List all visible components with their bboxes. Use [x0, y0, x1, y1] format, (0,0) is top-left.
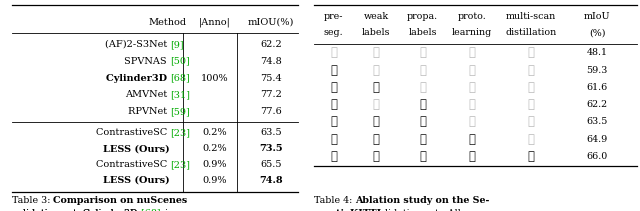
Text: ✗: ✗ — [528, 46, 534, 59]
Text: ✓: ✓ — [330, 133, 337, 146]
Text: ✗: ✗ — [419, 64, 426, 77]
Text: ✗: ✗ — [528, 98, 534, 111]
Text: LESS (Ours): LESS (Ours) — [104, 144, 170, 153]
Text: ✗: ✗ — [468, 81, 476, 94]
Text: Table 3:: Table 3: — [12, 196, 54, 204]
Text: 74.8: 74.8 — [260, 57, 282, 66]
Text: ✗: ✗ — [468, 46, 476, 59]
Text: ContrastiveSC: ContrastiveSC — [96, 160, 170, 169]
Text: [31]: [31] — [170, 91, 190, 99]
Text: 48.1: 48.1 — [587, 48, 607, 57]
Text: 62.2: 62.2 — [260, 40, 282, 49]
Text: ✗: ✗ — [468, 115, 476, 128]
Text: [68]: [68] — [170, 74, 190, 83]
Text: ✓: ✓ — [373, 81, 380, 94]
Text: weak: weak — [364, 12, 389, 21]
Text: ContrastiveSC: ContrastiveSC — [96, 128, 170, 137]
Text: ✗: ✗ — [373, 46, 380, 59]
Text: ✗: ✗ — [528, 115, 534, 128]
Text: mIOU(%): mIOU(%) — [248, 18, 294, 27]
Text: 59.3: 59.3 — [586, 66, 608, 74]
Text: ✓: ✓ — [528, 150, 534, 163]
Text: ✗: ✗ — [373, 98, 380, 111]
Text: ✗: ✗ — [528, 81, 534, 94]
Text: AMVNet: AMVNet — [125, 91, 170, 99]
Text: [68]: [68] — [138, 209, 161, 211]
Text: Ablation study on the Se-: Ablation study on the Se- — [355, 196, 489, 204]
Text: 77.2: 77.2 — [260, 91, 282, 99]
Text: ✗: ✗ — [528, 133, 534, 146]
Text: 63.5: 63.5 — [260, 128, 282, 137]
Text: ✗: ✗ — [330, 46, 337, 59]
Text: ✓: ✓ — [330, 81, 337, 94]
Text: ✓: ✓ — [468, 133, 476, 146]
Text: ✓: ✓ — [330, 115, 337, 128]
Text: 61.6: 61.6 — [586, 83, 608, 92]
Text: 100%: 100% — [201, 74, 228, 83]
Text: [23]: [23] — [170, 160, 190, 169]
Text: proto.: proto. — [458, 12, 486, 21]
Text: ✗: ✗ — [468, 98, 476, 111]
Text: ✓: ✓ — [330, 98, 337, 111]
Text: Cylinder3D: Cylinder3D — [106, 74, 170, 83]
Text: (AF)2-S3Net: (AF)2-S3Net — [105, 40, 170, 49]
Text: ✓: ✓ — [419, 150, 426, 163]
Text: 66.0: 66.0 — [586, 152, 608, 161]
Text: 64.9: 64.9 — [586, 135, 608, 144]
Text: ✗: ✗ — [528, 64, 534, 77]
Text: ✗: ✗ — [419, 81, 426, 94]
Text: ✓: ✓ — [373, 150, 380, 163]
Text: Comparison on nuScenes: Comparison on nuScenes — [52, 196, 187, 204]
Text: [9]: [9] — [170, 40, 184, 49]
Text: [50]: [50] — [170, 57, 190, 66]
Text: |Anno|: |Anno| — [199, 17, 230, 27]
Text: Table 4:: Table 4: — [314, 196, 355, 204]
Text: validation set.  All: validation set. All — [371, 209, 461, 211]
Text: ✗: ✗ — [419, 46, 426, 59]
Text: labels: labels — [408, 28, 436, 37]
Text: multi-scan: multi-scan — [506, 12, 556, 21]
Text: distillation: distillation — [506, 28, 557, 37]
Text: is: is — [162, 209, 173, 211]
Text: [23]: [23] — [170, 128, 190, 137]
Text: ✓: ✓ — [468, 150, 476, 163]
Text: [59]: [59] — [170, 107, 190, 116]
Text: propa.: propa. — [407, 12, 438, 21]
Text: 77.6: 77.6 — [260, 107, 282, 116]
Text: labels: labels — [362, 28, 390, 37]
Text: LESS (Ours): LESS (Ours) — [104, 176, 170, 185]
Text: seg.: seg. — [324, 28, 343, 37]
Text: pre-: pre- — [324, 12, 343, 21]
Text: 74.8: 74.8 — [259, 176, 283, 185]
Text: learning: learning — [452, 28, 492, 37]
Text: 65.5: 65.5 — [260, 160, 282, 169]
Text: 0.2%: 0.2% — [202, 144, 227, 153]
Text: 0.9%: 0.9% — [202, 160, 227, 169]
Text: ✓: ✓ — [419, 133, 426, 146]
Text: ✗: ✗ — [468, 64, 476, 77]
Text: validation set. Cylinder3D: validation set. Cylinder3D — [12, 209, 141, 211]
Text: 73.5: 73.5 — [259, 144, 283, 153]
Text: mIoU: mIoU — [584, 12, 611, 21]
Text: 62.2: 62.2 — [587, 100, 608, 109]
Text: ✓: ✓ — [419, 115, 426, 128]
Text: 75.4: 75.4 — [260, 74, 282, 83]
Text: RPVNet: RPVNet — [128, 107, 170, 116]
Text: validation set. Cylinder3D: validation set. Cylinder3D — [12, 209, 138, 211]
Text: ✓: ✓ — [419, 98, 426, 111]
Text: SPVNAS: SPVNAS — [124, 57, 170, 66]
Text: manticKITTI: manticKITTI — [314, 209, 382, 211]
Text: 0.9%: 0.9% — [202, 176, 227, 185]
Text: 0.2%: 0.2% — [202, 128, 227, 137]
Text: Method: Method — [148, 18, 186, 27]
Text: ✓: ✓ — [373, 133, 380, 146]
Text: ✓: ✓ — [330, 150, 337, 163]
Text: 63.5: 63.5 — [586, 118, 608, 126]
Text: ✓: ✓ — [373, 115, 380, 128]
Text: (%): (%) — [589, 28, 605, 37]
Text: ✓: ✓ — [330, 64, 337, 77]
Text: ✗: ✗ — [373, 64, 380, 77]
